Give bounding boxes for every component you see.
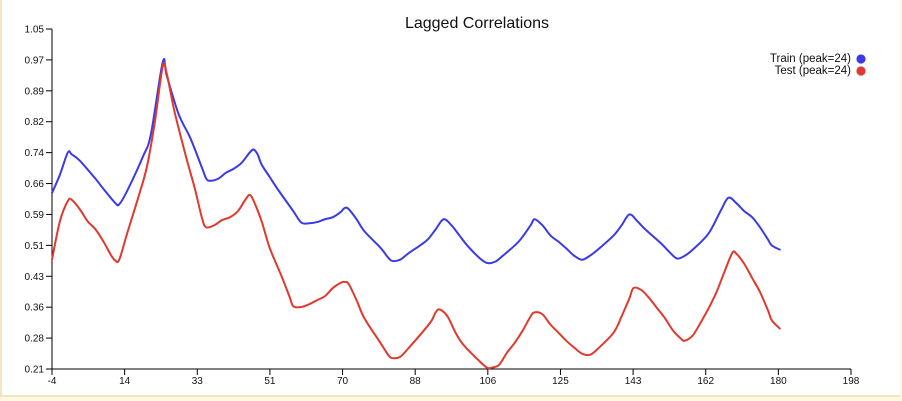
legend-label: Train (peak=24) xyxy=(770,53,851,65)
y-tick-label: 1.05 xyxy=(25,25,45,36)
x-tick-label: 51 xyxy=(264,376,276,387)
x-tick-label: 33 xyxy=(192,376,204,387)
x-axis: -4 14 33 51 70 88 106 125 143 162 180 198 xyxy=(48,368,860,387)
legend-marker xyxy=(856,66,866,76)
x-tick-label: 162 xyxy=(697,376,714,387)
y-tick-label: 0.66 xyxy=(25,179,45,190)
y-tick-label: 0.97 xyxy=(25,55,45,66)
x-tick-label: 125 xyxy=(552,376,569,387)
legend: Train (peak=24)Test (peak=24) xyxy=(770,53,866,77)
y-tick-label: 0.74 xyxy=(25,148,45,159)
y-tick-label: 0.43 xyxy=(25,272,45,283)
y-tick-label: 0.28 xyxy=(25,334,45,345)
y-tick-label: 0.36 xyxy=(25,303,45,314)
y-tick-label: 0.21 xyxy=(25,365,45,376)
y-tick-label: 0.51 xyxy=(25,241,45,252)
y-tick-label: 0.89 xyxy=(25,86,45,97)
x-tick-label: 14 xyxy=(119,376,131,387)
series-lines xyxy=(51,57,781,370)
x-tick-label: 70 xyxy=(337,376,349,387)
y-tick-label: 0.59 xyxy=(25,210,45,221)
x-tick-label: 180 xyxy=(770,376,787,387)
x-tick-label: 143 xyxy=(625,376,642,387)
x-tick-label: 106 xyxy=(479,376,496,387)
series-line-train xyxy=(51,57,781,265)
x-tick-label: 198 xyxy=(843,376,860,387)
chart-title: Lagged Correlations xyxy=(405,15,549,32)
legend-label: Test (peak=24) xyxy=(775,65,852,77)
y-axis: 1.05 0.97 0.89 0.82 0.74 0.66 0.59 0.51 0.43 0.36… xyxy=(25,25,53,376)
x-tick-label: -4 xyxy=(48,376,57,387)
x-tick-label: 88 xyxy=(410,376,422,387)
legend-marker xyxy=(856,54,866,64)
y-tick-label: 0.82 xyxy=(25,117,45,128)
series-line-test xyxy=(51,61,781,370)
